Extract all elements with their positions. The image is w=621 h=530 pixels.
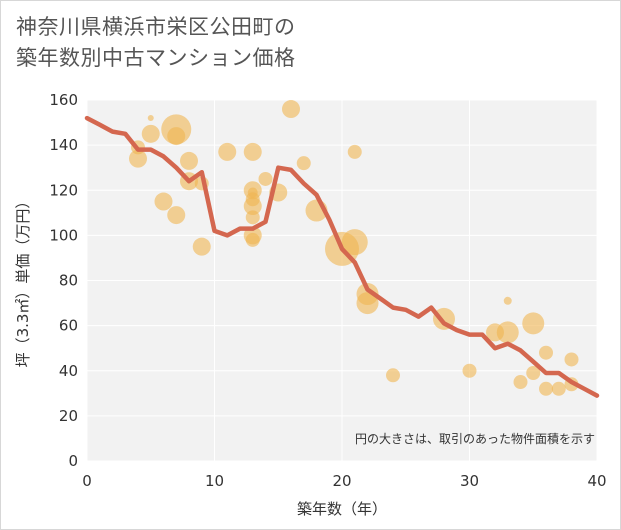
x-tick-label: 40 [587,472,606,490]
y-tick-label: 140 [49,136,78,154]
scatter-bubble [282,100,300,119]
chart-title: 神奈川県横浜市栄区公田町の 築年数別中古マンション価格 [16,12,436,74]
scatter-bubble [180,151,198,170]
scatter-bubble [551,381,566,396]
scatter-bubble [167,127,186,146]
scatter-bubble [341,229,368,256]
scatter-bubble [147,115,154,122]
scatter-bubble [247,187,258,198]
scatter-bubble [526,366,541,381]
scatter-bubble [513,375,528,390]
scatter-bubble [141,124,160,143]
scatter-bubble [496,321,519,344]
y-tick-label: 100 [49,226,78,244]
scatter-bubble [129,149,147,168]
x-tick-label: 0 [82,472,92,490]
scatter-bubble [564,352,579,367]
y-tick-labels: 0 20 40 60 80 100 120 140 160 [49,91,78,470]
scatter-bubble [167,206,186,225]
scatter-bubble [462,363,477,378]
y-tick-label: 160 [49,91,78,109]
chart-title-line-1: 神奈川県横浜市栄区公田町の [16,15,296,39]
y-tick-label: 0 [68,452,78,470]
chart-title-line-2: 築年数別中古マンション価格 [16,46,296,70]
scatter-bubble [245,210,260,225]
y-tick-label: 20 [59,407,78,425]
scatter-bubble [503,296,512,305]
x-tick-label: 30 [460,472,479,490]
scatter-bubble [356,292,379,315]
y-tick-label: 80 [59,272,78,290]
scatter-bubble [258,171,273,186]
x-axis-title: 築年数（年） [297,500,387,518]
y-tick-label: 40 [59,362,78,380]
scatter-bubble [245,232,260,247]
scatter-bubble [386,368,400,383]
y-tick-label: 60 [59,317,78,335]
scatter-bubble [522,312,545,335]
scatter-bubble [243,197,262,216]
x-tick-labels: 0 10 20 30 40 [82,472,606,490]
scatter-bubble [154,192,173,211]
y-tick-label: 120 [49,181,78,199]
scatter-bubble [539,381,553,396]
y-axis-title: 坪（3.3㎡）単価（万円） [14,194,32,368]
scatter-bubble [347,144,362,159]
x-tick-label: 20 [332,472,351,490]
grid-lines [86,99,598,462]
scatter-bubble [192,237,211,256]
size-legend-note: 円の大きさは、取引のあった物件面積を示す [355,431,595,446]
scatter-bubble [296,156,311,171]
scatter-bubble [243,142,262,161]
trend-line [84,115,600,398]
scatter-bubble [218,142,237,161]
scatter-bubbles [129,100,579,396]
x-tick-label: 10 [205,472,224,490]
scatter-bubble [539,345,553,360]
